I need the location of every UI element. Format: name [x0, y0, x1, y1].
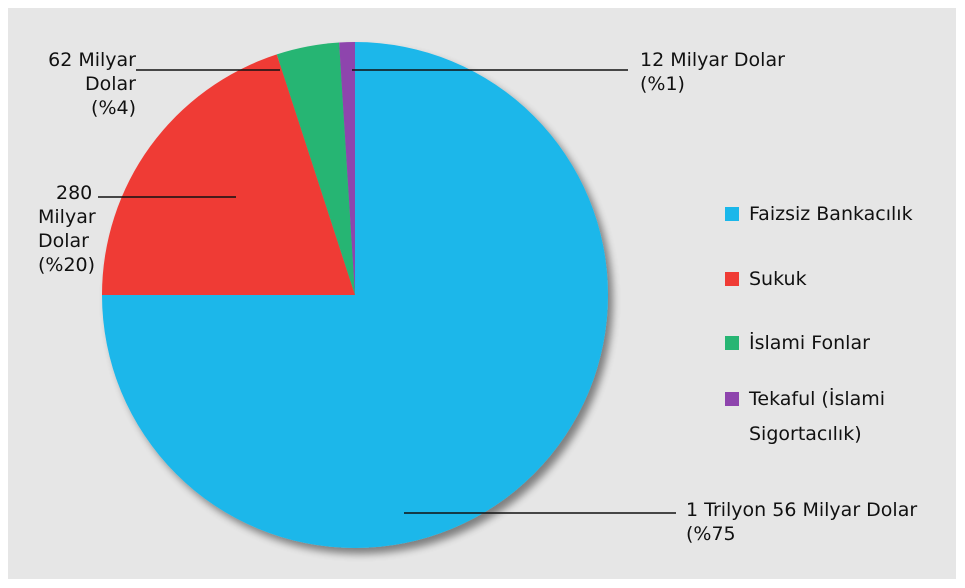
annotation-line: 1 Trilyon 56 Milyar Dolar [686, 499, 918, 521]
annotation-line: (%20) [38, 254, 96, 276]
annotation-islami-fonlar: 62 Milyar Dolar (%4) [26, 48, 136, 120]
pie-slice [339, 42, 355, 295]
legend-swatch [725, 392, 739, 406]
legend-label: Sukuk [749, 268, 807, 290]
annotation-line: 62 Milyar [48, 49, 136, 71]
legend-label: Faizsiz Bankacılık [749, 203, 913, 225]
legend-label: Sigortacılık) [749, 423, 862, 445]
annotation-line: (%4) [91, 97, 136, 119]
leader-lines [98, 69, 676, 514]
chart-panel: 62 Milyar Dolar (%4) 12 Milyar Dolar (%1… [8, 8, 956, 579]
pie-slice [276, 42, 355, 295]
legend-label: Tekaful (İslami [749, 388, 886, 410]
annotation-line: 12 Milyar Dolar [640, 49, 785, 71]
legend-label: İslami Fonlar [749, 332, 870, 354]
pie-slices [102, 42, 608, 548]
pie-chart [98, 42, 676, 548]
pie-slice [102, 54, 355, 295]
annotation-sukuk: 280 Milyar Dolar (%20) [38, 181, 96, 277]
annotation-line: 280 [56, 182, 93, 204]
annotation-faizsiz-bankacilik: 1 Trilyon 56 Milyar Dolar (%75 [686, 498, 917, 546]
legend-swatch [725, 336, 739, 350]
annotation-line: Dolar [38, 230, 89, 252]
legend-swatch [725, 272, 739, 286]
legend-swatch [725, 207, 739, 221]
annotation-line: Milyar [38, 206, 96, 228]
annotation-line: (%75 [686, 523, 736, 545]
annotation-line: Dolar [85, 73, 136, 95]
annotation-tekaful: 12 Milyar Dolar (%1) [640, 48, 785, 96]
annotation-line: (%1) [640, 73, 685, 95]
